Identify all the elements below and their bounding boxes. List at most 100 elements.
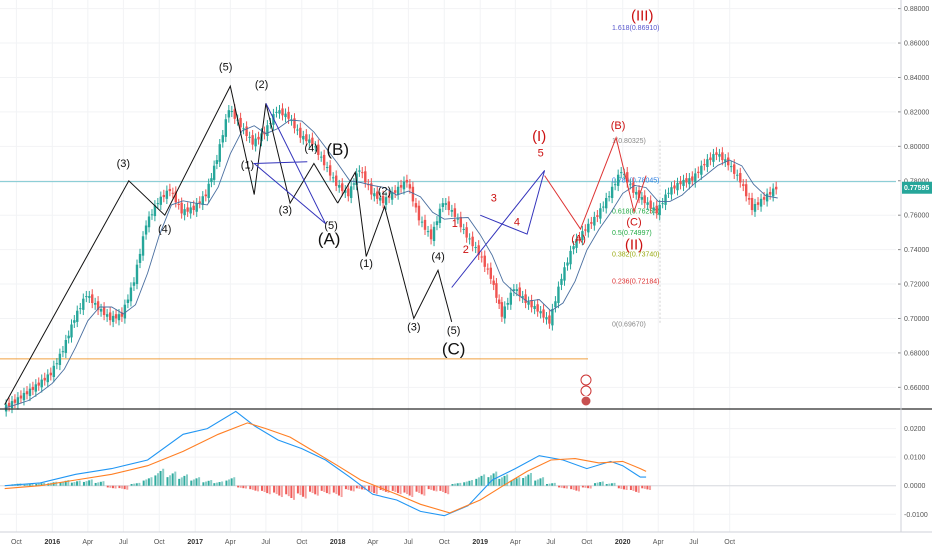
- candle-body: [512, 289, 516, 291]
- candle-body: [750, 197, 754, 211]
- macd-histogram-bar: [459, 482, 462, 486]
- candle-body: [742, 184, 745, 186]
- wave-label: (A): [571, 234, 586, 246]
- candle-body: [242, 128, 245, 130]
- macd-histogram-bar: [166, 477, 169, 486]
- candle-body: [679, 181, 682, 185]
- fib-level-label: 0.236(0.72184): [612, 278, 659, 285]
- candle-body: [212, 165, 216, 180]
- candle-body: [7, 402, 11, 407]
- x-tick-label: Oct: [581, 539, 592, 546]
- candle-body: [331, 177, 335, 179]
- macd-histogram-bar: [249, 485, 252, 490]
- candle-body: [584, 229, 587, 231]
- flag-us-icon[interactable]: [580, 395, 592, 407]
- macd-histogram-bar: [150, 477, 153, 486]
- macd-histogram-bar: [296, 485, 299, 494]
- macd-histogram-bar: [370, 485, 373, 492]
- candle-body: [471, 236, 474, 247]
- event-flag-icon[interactable]: [580, 374, 592, 386]
- candle-body: [147, 216, 151, 228]
- wave-label: (1): [241, 160, 254, 172]
- candle-body: [64, 340, 68, 353]
- y-tick-label: 0.86000: [904, 41, 929, 48]
- candle-body: [670, 187, 673, 195]
- candle-body: [640, 197, 644, 200]
- macd-histogram-bar: [593, 483, 596, 486]
- y-tick-label: 0.66000: [904, 385, 929, 392]
- candle-body: [426, 231, 430, 233]
- candle-body: [697, 171, 700, 174]
- macd-histogram-bar: [551, 483, 554, 486]
- macd-histogram-bar: [316, 485, 319, 496]
- candle-body: [709, 157, 712, 161]
- macd-histogram-bar: [285, 485, 288, 495]
- macd-histogram-bar: [646, 485, 649, 490]
- candle-body: [358, 170, 361, 172]
- candle-body: [605, 197, 608, 209]
- candle-body: [765, 193, 769, 202]
- macd-histogram-bar: [589, 485, 592, 489]
- macd-histogram-bar: [94, 482, 97, 486]
- candle-body: [700, 165, 703, 175]
- macd-histogram-bar: [506, 474, 509, 486]
- macd-histogram-bar: [411, 485, 414, 498]
- macd-histogram-bar: [570, 485, 573, 490]
- candle-body: [661, 203, 664, 205]
- candle-body: [495, 283, 498, 298]
- macd-histogram-bar: [344, 485, 347, 490]
- macd-histogram-bar: [215, 482, 218, 486]
- macd-histogram-bar: [106, 485, 109, 488]
- macd-histogram-bar: [524, 476, 527, 486]
- candle-body: [402, 181, 406, 190]
- candle-body: [539, 311, 542, 314]
- y-tick-label: 0.74000: [904, 247, 929, 254]
- y-tick-label: 0.84000: [904, 75, 929, 82]
- event-flag-icon[interactable]: [580, 385, 592, 397]
- candle-body: [25, 391, 29, 395]
- macd-histogram-bar: [302, 485, 305, 497]
- candle-body: [744, 184, 748, 197]
- candle-body: [150, 214, 154, 216]
- macd-histogram-bar: [123, 485, 126, 490]
- macd-histogram-bar: [542, 477, 545, 486]
- x-tick-label: Oct: [724, 539, 735, 546]
- candle-body: [129, 287, 133, 302]
- macd-histogram-bar: [280, 485, 283, 498]
- macd-histogram-bar: [483, 474, 486, 486]
- candle-body: [218, 144, 221, 162]
- y-tick-label: 0.88000: [904, 6, 929, 13]
- macd-histogram-bar: [625, 485, 628, 490]
- candle-body: [509, 292, 513, 305]
- macd-histogram-bar: [608, 483, 611, 486]
- candle-body: [643, 195, 646, 204]
- candle-body: [174, 191, 177, 203]
- candle-body: [325, 166, 329, 168]
- candle-body: [474, 247, 477, 249]
- candle-body: [344, 190, 347, 193]
- macd-histogram-bar: [396, 485, 399, 494]
- macd-histogram-bar: [102, 481, 105, 486]
- macd-histogram-bar: [314, 485, 317, 495]
- macd-histogram-bar: [350, 485, 353, 491]
- x-tick-label: Jul: [261, 539, 270, 546]
- wave-label: (3): [279, 204, 292, 216]
- candle-body: [177, 204, 180, 205]
- candle-body: [373, 193, 376, 197]
- macd-histogram-bar: [328, 485, 331, 495]
- macd-histogram-bar: [138, 482, 141, 486]
- candle-body: [311, 137, 314, 145]
- macd-histogram-bar: [64, 480, 67, 486]
- wave-label: (4): [158, 223, 171, 235]
- candle-body: [649, 200, 652, 209]
- candle-body: [123, 304, 127, 319]
- candle-body: [73, 320, 76, 323]
- macd-histogram-bar: [620, 485, 623, 489]
- macd-histogram-bar: [581, 485, 584, 488]
- macd-histogram-bar: [529, 472, 532, 486]
- macd-histogram-bar: [463, 482, 466, 486]
- macd-histogram-bar: [373, 485, 376, 494]
- macd-histogram-bar: [88, 480, 91, 486]
- event-icons: [580, 374, 592, 407]
